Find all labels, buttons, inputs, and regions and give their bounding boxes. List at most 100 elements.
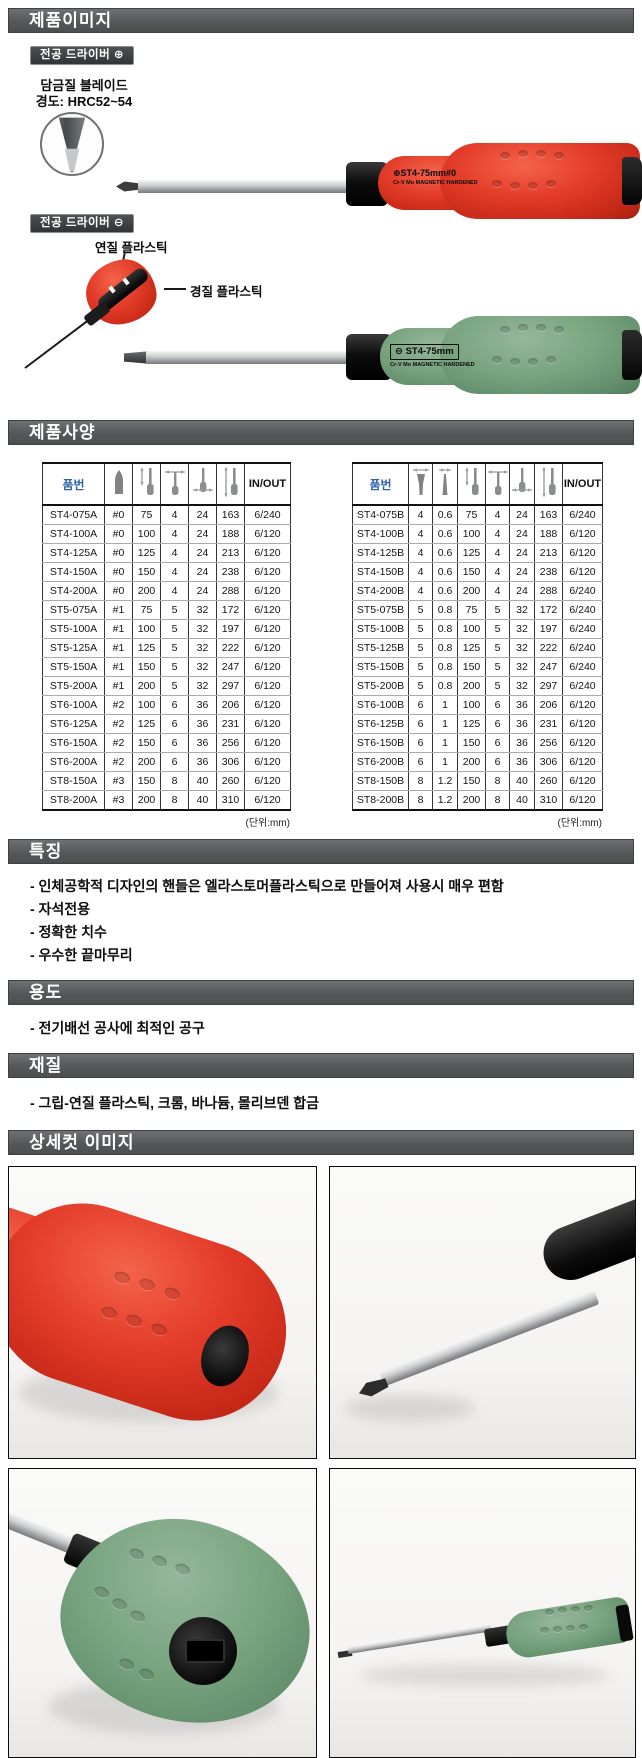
table-cell: ST5-100B bbox=[352, 619, 409, 639]
table-row: ST6-150A #2 150 6 36 256 6/120 bbox=[42, 733, 291, 753]
table-row: ST4-125A #0 125 4 24 213 6/120 bbox=[42, 543, 291, 563]
table-cell: 5 bbox=[408, 600, 433, 620]
table-cell: #1 bbox=[104, 638, 133, 658]
green-screwdriver-photo: ⊖ ST4-75mm Cr-V Mo MAGNETIC HARDENED bbox=[112, 314, 642, 396]
hardening-note-line1: 담금질 블레이드 bbox=[40, 78, 128, 93]
overall-length-icon bbox=[534, 463, 563, 506]
badge-plus-driver: 전공 드라이버 ⊕ bbox=[30, 46, 135, 65]
table-cell: 32 bbox=[188, 676, 217, 696]
table-cell: 297 bbox=[534, 676, 563, 696]
feature-item: - 자석전용 bbox=[30, 901, 91, 917]
table-cell: 4 bbox=[485, 524, 510, 544]
table-cell: 125 bbox=[457, 714, 486, 734]
table-cell: 8 bbox=[485, 790, 510, 811]
section-title: 용도 bbox=[29, 983, 63, 1002]
table-cell: 100 bbox=[457, 695, 486, 715]
table-cell: 0.6 bbox=[432, 505, 458, 525]
red-driver-endcap bbox=[622, 157, 642, 205]
table-header-row: 품번 IN/OUT bbox=[352, 463, 603, 506]
table-cell: 310 bbox=[216, 790, 245, 811]
table-cell: 6/240 bbox=[562, 676, 603, 696]
red-driver-model-label: ⊕ST4-75mm#0 bbox=[393, 168, 457, 178]
table-cell: 75 bbox=[132, 505, 161, 525]
table-cell: 36 bbox=[509, 752, 535, 772]
spec-table-phillips: 품번 IN/OUT ST4-075A #0 75 4 24 163 6/240 ST4-100A #… bbox=[42, 462, 291, 829]
table-cell: 100 bbox=[457, 619, 486, 639]
detail-photo-green-handle bbox=[8, 1468, 317, 1758]
table-cell: 6/120 bbox=[244, 562, 291, 582]
table-cell: 24 bbox=[188, 543, 217, 563]
table-cell: 75 bbox=[132, 600, 161, 620]
table-cell: 200 bbox=[457, 676, 486, 696]
material-text: - 그립-연질 플라스틱, 크롬, 바나듐, 몰리브덴 합금 bbox=[30, 1095, 320, 1111]
detail-photo-green-screwdriver bbox=[329, 1468, 636, 1758]
table-cell: 213 bbox=[216, 543, 245, 563]
table-cell: 6/120 bbox=[244, 771, 291, 791]
table-cell: 36 bbox=[188, 714, 217, 734]
table-cell: 36 bbox=[188, 752, 217, 772]
table-cell: 206 bbox=[534, 695, 563, 715]
table-cell: 4 bbox=[408, 505, 433, 525]
table-cell: ST8-150B bbox=[352, 771, 409, 791]
table-cell: 6 bbox=[408, 695, 433, 715]
table-cell: 200 bbox=[457, 752, 486, 772]
table-cell: #1 bbox=[104, 676, 133, 696]
table-row: ST5-200A #1 200 5 32 297 6/120 bbox=[42, 676, 291, 696]
table-cell: 6 bbox=[408, 752, 433, 772]
table-row: ST5-150B 5 0.8 150 5 32 247 6/240 bbox=[352, 657, 603, 677]
table-row: ST4-200A #0 200 4 24 288 6/120 bbox=[42, 581, 291, 601]
table-cell: #0 bbox=[104, 505, 133, 525]
table-cell: 24 bbox=[188, 562, 217, 582]
badge-minus-label: 전공 드라이버 ⊖ bbox=[40, 217, 125, 229]
table-cell: ST6-125A bbox=[42, 714, 105, 734]
detail-photo-phillips-tip bbox=[329, 1166, 636, 1459]
table-cell: 24 bbox=[509, 524, 535, 544]
table-cell: 6/120 bbox=[244, 790, 291, 811]
table-cell: ST5-075B bbox=[352, 600, 409, 620]
hardening-note: 담금질 블레이드 경도: HRC52~54 bbox=[26, 78, 142, 110]
table-cell: ST4-150B bbox=[352, 562, 409, 582]
table-cell: 238 bbox=[534, 562, 563, 582]
table-cell: 32 bbox=[509, 619, 535, 639]
slotted-tip bbox=[124, 351, 152, 364]
table-cell: 172 bbox=[534, 600, 563, 620]
table-cell: 222 bbox=[216, 638, 245, 658]
table-cell: ST5-100A bbox=[42, 619, 105, 639]
table-cell: ST5-200B bbox=[352, 676, 409, 696]
table-cell: 150 bbox=[132, 562, 161, 582]
section-title: 재질 bbox=[29, 1056, 63, 1075]
table-cell: ST6-125B bbox=[352, 714, 409, 734]
hardening-note-line2: 경도: HRC52~54 bbox=[35, 94, 133, 109]
section-bar-features: 특징 bbox=[8, 839, 634, 864]
table-cell: 100 bbox=[132, 619, 161, 639]
table-cell: 4 bbox=[485, 581, 510, 601]
table-cell: 247 bbox=[216, 657, 245, 677]
table-row: ST6-125A #2 125 6 36 231 6/120 bbox=[42, 714, 291, 734]
table-cell: ST5-150A bbox=[42, 657, 105, 677]
table-cell: ST4-100B bbox=[352, 524, 409, 544]
table-cell: ST4-125A bbox=[42, 543, 105, 563]
table-cell: 0.6 bbox=[432, 581, 458, 601]
table-cell: 5 bbox=[160, 619, 189, 639]
section-bar-usage: 용도 bbox=[8, 980, 634, 1005]
handle-diameter-icon bbox=[509, 463, 535, 506]
table-cell: 200 bbox=[457, 790, 486, 811]
table-cell: 6/120 bbox=[562, 790, 603, 811]
red-driver-shaft bbox=[138, 180, 378, 193]
feature-item: - 정확한 치수 bbox=[30, 924, 107, 940]
table-cell: 6/240 bbox=[244, 505, 291, 525]
table-cell: 5 bbox=[408, 619, 433, 639]
table-cell: 150 bbox=[457, 657, 486, 677]
table-cell: 40 bbox=[509, 771, 535, 791]
table-cell: 6/120 bbox=[562, 695, 603, 715]
section-bar-product-image: 제품이미지 bbox=[8, 8, 634, 33]
table-cell: 125 bbox=[457, 638, 486, 658]
table-cell: 163 bbox=[534, 505, 563, 525]
table-cell: 6/120 bbox=[244, 524, 291, 544]
table-cell: 5 bbox=[485, 600, 510, 620]
table-cell: #3 bbox=[104, 790, 133, 811]
table-row: ST4-150B 4 0.6 150 4 24 238 6/120 bbox=[352, 562, 603, 582]
red-driver-handle bbox=[440, 143, 640, 219]
table-cell: 172 bbox=[216, 600, 245, 620]
table-cell: ST4-200B bbox=[352, 581, 409, 601]
